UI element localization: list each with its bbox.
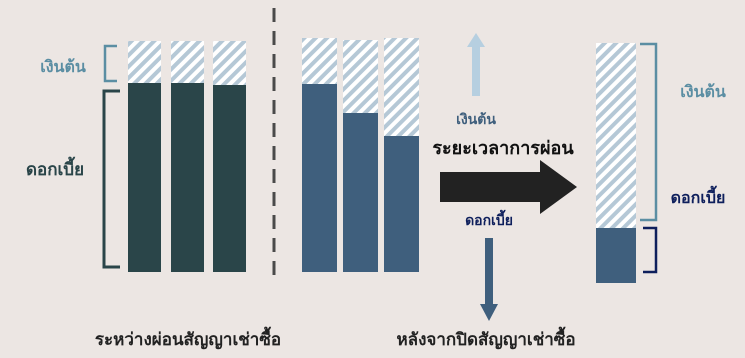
middle-principal-label: เงินต้น bbox=[456, 112, 496, 128]
interest-down-arrow bbox=[480, 238, 498, 321]
middle-bar-3-principal bbox=[384, 38, 419, 136]
right-principal-label: เงินต้น bbox=[680, 82, 726, 101]
middle-bar-1-interest bbox=[302, 84, 337, 272]
right-bar-interest bbox=[596, 228, 636, 283]
middle-bar-2-principal bbox=[343, 40, 378, 113]
middle-interest-label: ดอกเบี้ย bbox=[465, 209, 513, 229]
left-bar-2-principal bbox=[171, 41, 204, 83]
middle-bar-1-principal bbox=[302, 38, 337, 84]
left-interest-bracket bbox=[102, 89, 120, 269]
left-bar-2-interest bbox=[171, 83, 204, 272]
middle-bar-3-interest bbox=[384, 136, 419, 272]
left-bar-3-interest bbox=[213, 85, 246, 272]
left-bar-group bbox=[128, 41, 246, 272]
duration-arrow bbox=[440, 160, 577, 214]
right-interest-bracket bbox=[643, 226, 658, 274]
left-principal-bracket bbox=[103, 44, 117, 83]
left-bar-3-principal bbox=[213, 41, 246, 85]
left-principal-label: เงินต้น bbox=[40, 57, 86, 76]
right-bar-principal bbox=[596, 43, 636, 228]
principal-up-arrow bbox=[467, 33, 485, 96]
left-bar-1-principal bbox=[128, 41, 161, 83]
middle-bar-2-interest bbox=[343, 113, 378, 272]
right-principal-bracket bbox=[640, 42, 658, 222]
right-interest-label: ดอกเบี้ย bbox=[671, 185, 726, 207]
left-bar-1-interest bbox=[128, 83, 161, 272]
left-caption: ระหว่างผ่อนสัญญาเช่าซื้อ bbox=[95, 326, 281, 350]
duration-label: ระยะเวลาการผ่อน bbox=[432, 138, 574, 159]
middle-bar-group bbox=[302, 38, 419, 272]
left-interest-label: ดอกเบี้ย bbox=[26, 156, 84, 180]
right-caption: หลังจากปิดสัญญาเช่าซื้อ bbox=[396, 326, 575, 350]
right-bar bbox=[596, 43, 636, 283]
